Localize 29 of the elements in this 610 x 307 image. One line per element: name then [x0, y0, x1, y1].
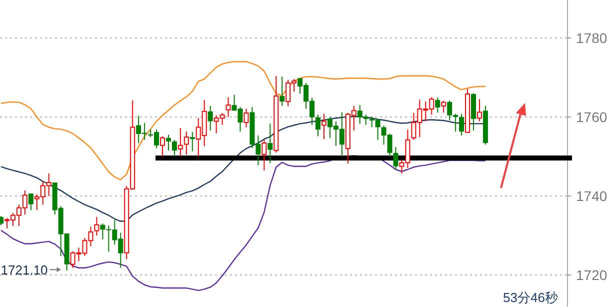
- annotation: 1721.10: [0, 262, 48, 278]
- candlestick: [321, 113, 326, 140]
- candlestick: [190, 131, 195, 152]
- line-series: [0, 61, 486, 180]
- candlestick: [166, 134, 171, 152]
- candlestick: [476, 98, 482, 122]
- candlestick: [94, 216, 100, 236]
- candlestick: [28, 193, 34, 211]
- text: 53分46秒: [503, 290, 558, 305]
- y-tick-label: 1760: [576, 108, 608, 125]
- candlestick: [262, 139, 267, 171]
- y-tick-label: 1780: [576, 30, 608, 46]
- candlestick: [441, 100, 446, 114]
- candlestick: [393, 146, 398, 170]
- candlestick: [435, 97, 440, 114]
- candlestick: [172, 139, 177, 157]
- candlestick: [459, 113, 464, 136]
- candlestick: [244, 108, 249, 128]
- candlestick: [268, 123, 273, 164]
- candlestick: [208, 105, 213, 131]
- y-tick-label: 1740: [576, 188, 608, 204]
- candlestick: [280, 76, 285, 106]
- candlestick: [178, 128, 183, 157]
- y-tick-label: 1720: [576, 266, 608, 283]
- candlestick: [184, 131, 189, 155]
- candlestick: [315, 114, 320, 137]
- line-series: [0, 155, 486, 292]
- candlestick: [226, 96, 231, 118]
- candlestick: [160, 136, 165, 157]
